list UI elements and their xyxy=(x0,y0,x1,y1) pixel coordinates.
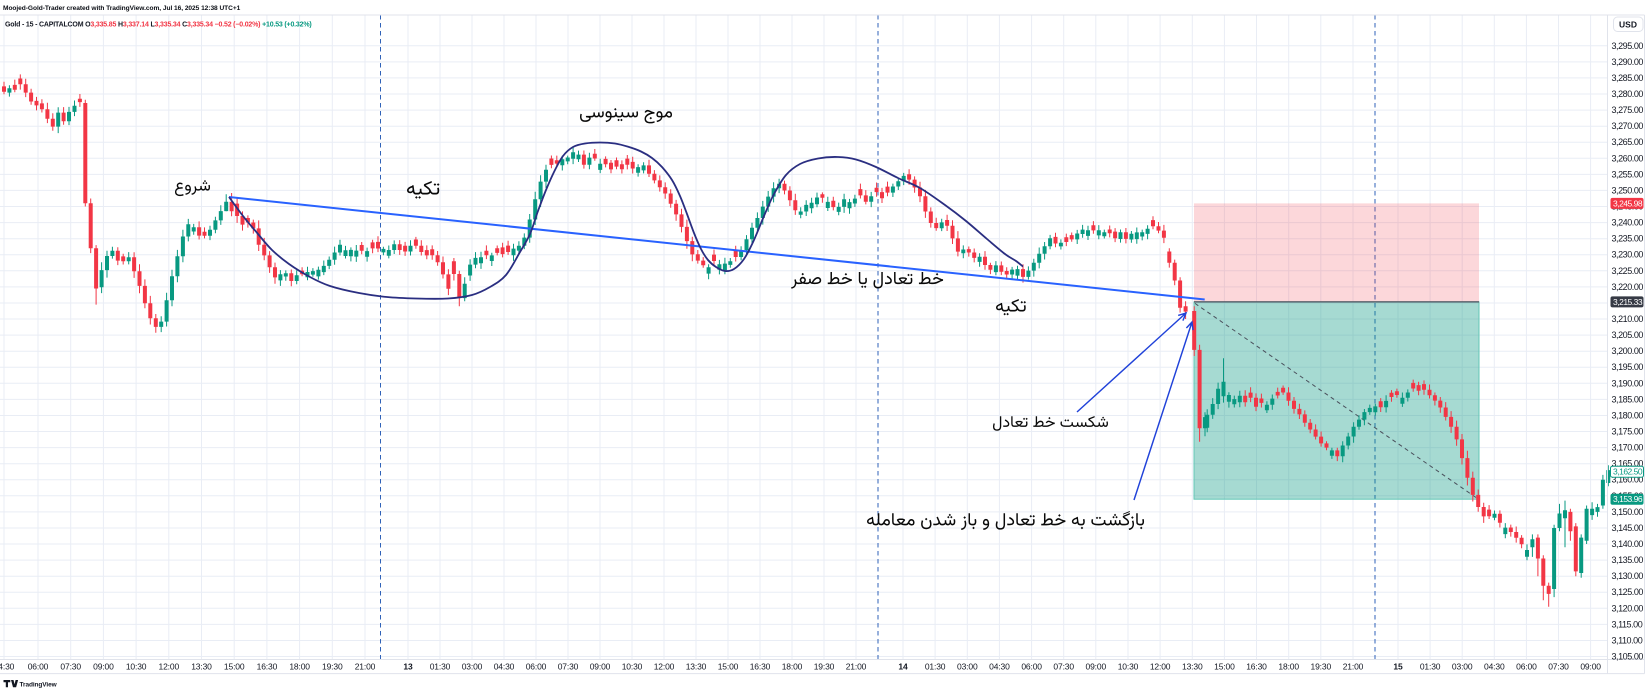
svg-text:3,235.00: 3,235.00 xyxy=(1612,234,1644,244)
svg-text:12:00: 12:00 xyxy=(654,662,675,672)
svg-text:19:30: 19:30 xyxy=(814,662,835,672)
svg-text:09:00: 09:00 xyxy=(93,662,114,672)
svg-text:03:00: 03:00 xyxy=(462,662,483,672)
svg-text:3,115.00: 3,115.00 xyxy=(1612,619,1643,629)
svg-text:06:00: 06:00 xyxy=(526,662,547,672)
svg-text:16:30: 16:30 xyxy=(1246,662,1267,672)
svg-text:14: 14 xyxy=(898,662,908,672)
svg-text:3,140.00: 3,140.00 xyxy=(1612,539,1644,549)
svg-text:3,265.00: 3,265.00 xyxy=(1612,137,1644,147)
svg-text:3,125.00: 3,125.00 xyxy=(1612,587,1644,597)
svg-text:3,225.00: 3,225.00 xyxy=(1612,266,1644,276)
svg-text:3,285.00: 3,285.00 xyxy=(1612,73,1644,83)
svg-text:06:00: 06:00 xyxy=(28,662,49,672)
svg-text:10:30: 10:30 xyxy=(1118,662,1139,672)
svg-text:3,270.00: 3,270.00 xyxy=(1612,121,1644,131)
svg-text:USD: USD xyxy=(1619,20,1637,30)
svg-text:3,153.96: 3,153.96 xyxy=(1613,494,1643,504)
svg-text:3,190.00: 3,190.00 xyxy=(1612,378,1644,388)
svg-text:16:30: 16:30 xyxy=(257,662,278,672)
svg-text:3,220.00: 3,220.00 xyxy=(1612,282,1644,292)
svg-text:3,180.00: 3,180.00 xyxy=(1612,411,1644,421)
svg-text:04:30: 04:30 xyxy=(989,662,1010,672)
svg-text:07:30: 07:30 xyxy=(60,662,81,672)
svg-text:21:00: 21:00 xyxy=(1343,662,1364,672)
svg-text:15:00: 15:00 xyxy=(1214,662,1235,672)
svg-text:18:00: 18:00 xyxy=(1278,662,1299,672)
svg-text:15:00: 15:00 xyxy=(224,662,245,672)
svg-text:16:30: 16:30 xyxy=(750,662,771,672)
svg-text:3,275.00: 3,275.00 xyxy=(1612,105,1644,115)
svg-text:13:30: 13:30 xyxy=(686,662,707,672)
svg-text:09:00: 09:00 xyxy=(1580,662,1601,672)
svg-text:09:00: 09:00 xyxy=(1086,662,1107,672)
svg-text:19:30: 19:30 xyxy=(322,662,343,672)
svg-text:3,280.00: 3,280.00 xyxy=(1612,89,1644,99)
svg-text:06:00: 06:00 xyxy=(1021,662,1042,672)
svg-text:3,195.00: 3,195.00 xyxy=(1612,362,1644,372)
svg-text:18:00: 18:00 xyxy=(289,662,310,672)
svg-text:10:30: 10:30 xyxy=(126,662,147,672)
svg-text:3,120.00: 3,120.00 xyxy=(1612,603,1644,613)
svg-text:3,165.00: 3,165.00 xyxy=(1612,459,1644,469)
svg-text:10:30: 10:30 xyxy=(622,662,643,672)
svg-text:03:00: 03:00 xyxy=(957,662,978,672)
svg-text:04:30: 04:30 xyxy=(1484,662,1505,672)
svg-text:13:30: 13:30 xyxy=(1182,662,1203,672)
svg-text:3,290.00: 3,290.00 xyxy=(1612,57,1644,67)
svg-text:21:00: 21:00 xyxy=(846,662,867,672)
svg-text:21:00: 21:00 xyxy=(355,662,376,672)
svg-text:3,162.50: 3,162.50 xyxy=(1613,467,1643,477)
svg-text:01:30: 01:30 xyxy=(430,662,451,672)
svg-text:13: 13 xyxy=(403,662,413,672)
svg-text:3,230.00: 3,230.00 xyxy=(1612,250,1644,260)
svg-text:3,135.00: 3,135.00 xyxy=(1612,555,1644,565)
svg-text:13:30: 13:30 xyxy=(191,662,212,672)
svg-text:3,215.33: 3,215.33 xyxy=(1613,297,1643,307)
svg-text:3,205.00: 3,205.00 xyxy=(1612,330,1644,340)
svg-text:3,130.00: 3,130.00 xyxy=(1612,571,1644,581)
svg-text:3,150.00: 3,150.00 xyxy=(1612,507,1644,517)
svg-text:3,160.00: 3,160.00 xyxy=(1612,475,1644,485)
svg-text:3,185.00: 3,185.00 xyxy=(1612,394,1644,404)
svg-text:3,255.00: 3,255.00 xyxy=(1612,169,1644,179)
svg-text:Gold - 15 - CAPITALCOM O3,335: Gold - 15 - CAPITALCOM O3,335.85 H3,337.… xyxy=(5,22,312,29)
svg-text:3,295.00: 3,295.00 xyxy=(1612,41,1644,51)
svg-text:TradingView: TradingView xyxy=(20,682,58,689)
svg-text:3,210.00: 3,210.00 xyxy=(1612,314,1644,324)
svg-text:06:00: 06:00 xyxy=(1516,662,1537,672)
svg-text:18:00: 18:00 xyxy=(782,662,803,672)
svg-text:12:00: 12:00 xyxy=(1150,662,1171,672)
svg-text:3,245.98: 3,245.98 xyxy=(1613,198,1643,208)
svg-text:3,145.00: 3,145.00 xyxy=(1612,523,1644,533)
svg-text:3,105.00: 3,105.00 xyxy=(1612,652,1644,662)
svg-text:15: 15 xyxy=(1393,662,1403,672)
svg-text:3,260.00: 3,260.00 xyxy=(1612,153,1644,163)
svg-text:3,250.00: 3,250.00 xyxy=(1612,185,1644,195)
svg-text:3,240.00: 3,240.00 xyxy=(1612,218,1644,228)
svg-text:3,110.00: 3,110.00 xyxy=(1612,636,1643,646)
svg-text:3,175.00: 3,175.00 xyxy=(1612,427,1644,437)
svg-text:03:00: 03:00 xyxy=(1452,662,1473,672)
svg-text:07:30: 07:30 xyxy=(558,662,579,672)
svg-text:01:30: 01:30 xyxy=(1420,662,1441,672)
svg-text:Moojed-Gold-Trader created wit: Moojed-Gold-Trader created with TradingV… xyxy=(3,5,241,12)
svg-text:07:30: 07:30 xyxy=(1053,662,1074,672)
svg-text:07:30: 07:30 xyxy=(1548,662,1569,672)
svg-text:12:00: 12:00 xyxy=(159,662,180,672)
svg-text:04:30: 04:30 xyxy=(494,662,515,672)
svg-text:14:30: 14:30 xyxy=(0,662,15,672)
svg-text:3,170.00: 3,170.00 xyxy=(1612,443,1644,453)
svg-text:19:30: 19:30 xyxy=(1311,662,1332,672)
svg-text:01:30: 01:30 xyxy=(925,662,946,672)
svg-text:3,200.00: 3,200.00 xyxy=(1612,346,1644,356)
svg-text:15:00: 15:00 xyxy=(718,662,739,672)
svg-text:09:00: 09:00 xyxy=(590,662,611,672)
